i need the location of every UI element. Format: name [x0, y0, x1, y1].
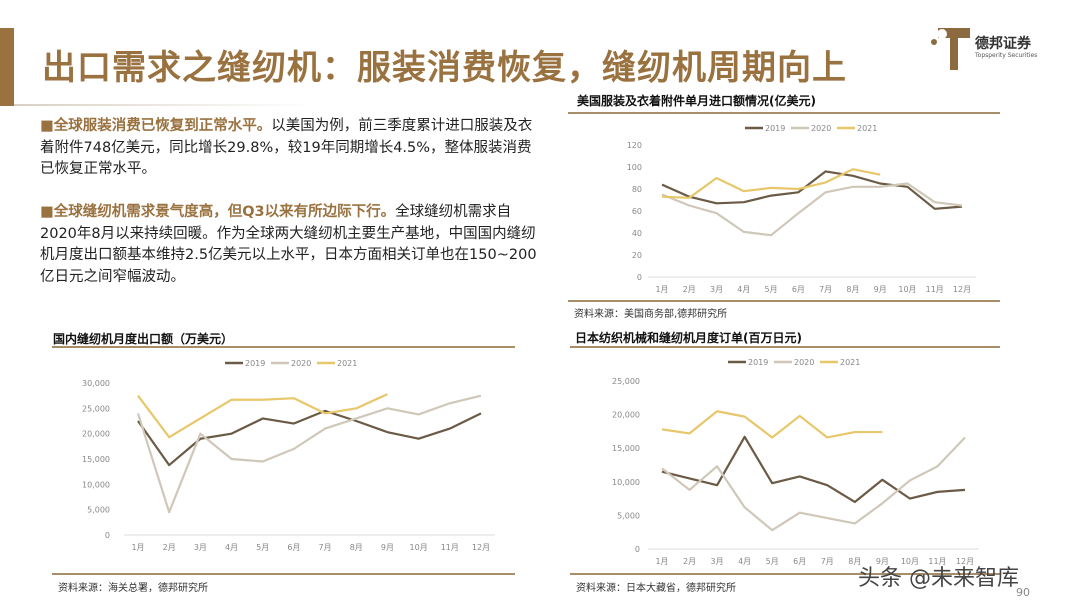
series-line-2021	[661, 410, 883, 439]
chart-title: 国内缝纫机月度出口额（万美元）	[53, 332, 234, 346]
chart-top-rule	[52, 346, 515, 348]
chart-title: 日本纺织机械和缝纫机月度订单(百万日元)	[575, 331, 802, 345]
x-tick-label: 11月	[926, 285, 944, 294]
chart-bottom-rule	[52, 573, 515, 575]
chart-top-rule	[570, 346, 1000, 348]
logo-text-en: Topsperity Securities	[975, 52, 1038, 59]
x-tick-label: 5月	[766, 557, 779, 566]
x-tick-label: 6月	[793, 557, 806, 566]
y-tick-label: 100	[627, 163, 642, 172]
x-tick-label: 10月	[898, 285, 916, 294]
paragraph-heading: ■全球缝纫机需求景气度高，但Q3以来有所边际下行。	[40, 204, 396, 220]
title-divider	[14, 104, 314, 106]
paragraph-heading: ■全球服装消费已恢复到正常水平。	[40, 118, 272, 134]
x-tick-label: 5月	[256, 543, 269, 552]
series-line-2019	[137, 409, 482, 467]
x-tick-label: 3月	[194, 543, 207, 552]
page-number: 90	[1016, 586, 1030, 599]
paragraph-sewing: ■全球缝纫机需求景气度高，但Q3以来有所边际下行。全球缝纫机需求自2020年8月…	[40, 202, 540, 288]
x-tick-label: 4月	[225, 543, 238, 552]
chart-top-rule	[568, 112, 1000, 114]
x-tick-label: 2月	[163, 543, 176, 552]
legend-label: 2021	[337, 359, 357, 368]
x-tick-label: 1月	[131, 543, 144, 552]
paragraph-apparel: ■全球服装消费已恢复到正常水平。以美国为例，前三季度累计进口服装及衣着附件748…	[40, 116, 540, 181]
y-tick-label: 5,000	[87, 506, 110, 515]
series-line-2019	[661, 170, 963, 210]
paragraph-body: 全球缝纫机需求自2020年8月以来持续回暖。作为全球两大缝纫机主要生产基地，中国…	[40, 204, 537, 285]
y-tick-label: 80	[632, 185, 642, 194]
legend-label: 2020	[811, 124, 831, 133]
y-tick-label: 0	[637, 273, 642, 282]
legend-label: 2019	[748, 358, 768, 367]
x-tick-label: 7月	[319, 543, 332, 552]
x-tick-label: 7月	[819, 285, 832, 294]
y-tick-label: 10,000	[82, 480, 110, 489]
legend-label: 2021	[840, 358, 860, 367]
paragraph-body: 以美国为例，前三季度累计进口服装及衣着附件748亿美元，同比增长29.8%，较1…	[40, 118, 533, 177]
y-tick-label: 20	[632, 251, 642, 260]
chart-source: 资料来源：日本大藏省，德邦研究所	[576, 583, 736, 594]
x-tick-label: 3月	[710, 285, 723, 294]
series-line-2020	[661, 182, 963, 237]
x-tick-label: 8月	[350, 543, 363, 552]
chart-title: 美国服装及衣着附件单月进口额情况(亿美元)	[577, 94, 816, 108]
x-tick-label: 12月	[472, 543, 490, 552]
y-tick-label: 30,000	[82, 379, 110, 388]
x-tick-label: 7月	[821, 557, 834, 566]
x-tick-label: 5月	[765, 285, 778, 294]
legend-label: 2021	[857, 124, 877, 133]
x-tick-label: 12月	[953, 285, 971, 294]
y-tick-label: 20,000	[612, 411, 640, 420]
y-tick-label: 0	[105, 531, 110, 540]
y-tick-label: 40	[632, 229, 642, 238]
y-tick-label: 15,000	[82, 455, 110, 464]
x-tick-label: 4月	[737, 285, 750, 294]
y-tick-label: 25,000	[82, 404, 110, 413]
chart-source: 资料来源：海关总署，德邦研究所	[58, 583, 208, 594]
legend-label: 2019	[765, 124, 785, 133]
series-line-2021	[661, 168, 881, 199]
company-logo	[931, 28, 970, 70]
title-accent-bar	[0, 28, 14, 106]
series-line-2019	[661, 435, 966, 504]
y-tick-label: 25,000	[612, 377, 640, 386]
x-tick-label: 2月	[683, 557, 696, 566]
y-tick-label: 60	[632, 207, 642, 216]
chart-bottom-rule	[568, 300, 1000, 302]
series-line-2021	[137, 393, 388, 439]
chart-bottom-rule	[570, 573, 1000, 575]
y-tick-label: 20,000	[82, 430, 110, 439]
y-tick-label: 5,000	[617, 511, 640, 520]
legend-label: 2020	[291, 359, 311, 368]
x-tick-label: 8月	[846, 285, 859, 294]
watermark: 头条 @未来智库	[858, 566, 1019, 591]
chart-source: 资料来源：美国商务部,德邦研究所	[574, 309, 728, 320]
x-tick-label: 11月	[441, 543, 459, 552]
series-line-2020	[136, 394, 482, 514]
x-tick-label: 2月	[683, 285, 696, 294]
y-tick-label: 15,000	[612, 444, 640, 453]
x-tick-label: 3月	[711, 557, 724, 566]
page-title: 出口需求之缝纫机：服装消费恢复，缝纫机周期向上	[42, 48, 847, 88]
legend-label: 2020	[794, 358, 814, 367]
x-tick-label: 10月	[410, 543, 428, 552]
y-tick-label: 0	[635, 545, 640, 554]
legend-label: 2019	[245, 359, 265, 368]
logo-text-cn: 德邦证券	[975, 36, 1031, 52]
x-tick-label: 1月	[655, 557, 668, 566]
series-line-2020	[661, 436, 966, 532]
x-tick-label: 1月	[655, 285, 668, 294]
x-tick-label: 9月	[874, 285, 887, 294]
y-tick-label: 10,000	[612, 478, 640, 487]
x-tick-label: 6月	[792, 285, 805, 294]
x-tick-label: 4月	[738, 557, 751, 566]
x-tick-label: 9月	[381, 543, 394, 552]
y-tick-label: 120	[627, 141, 642, 150]
x-tick-label: 6月	[287, 543, 300, 552]
